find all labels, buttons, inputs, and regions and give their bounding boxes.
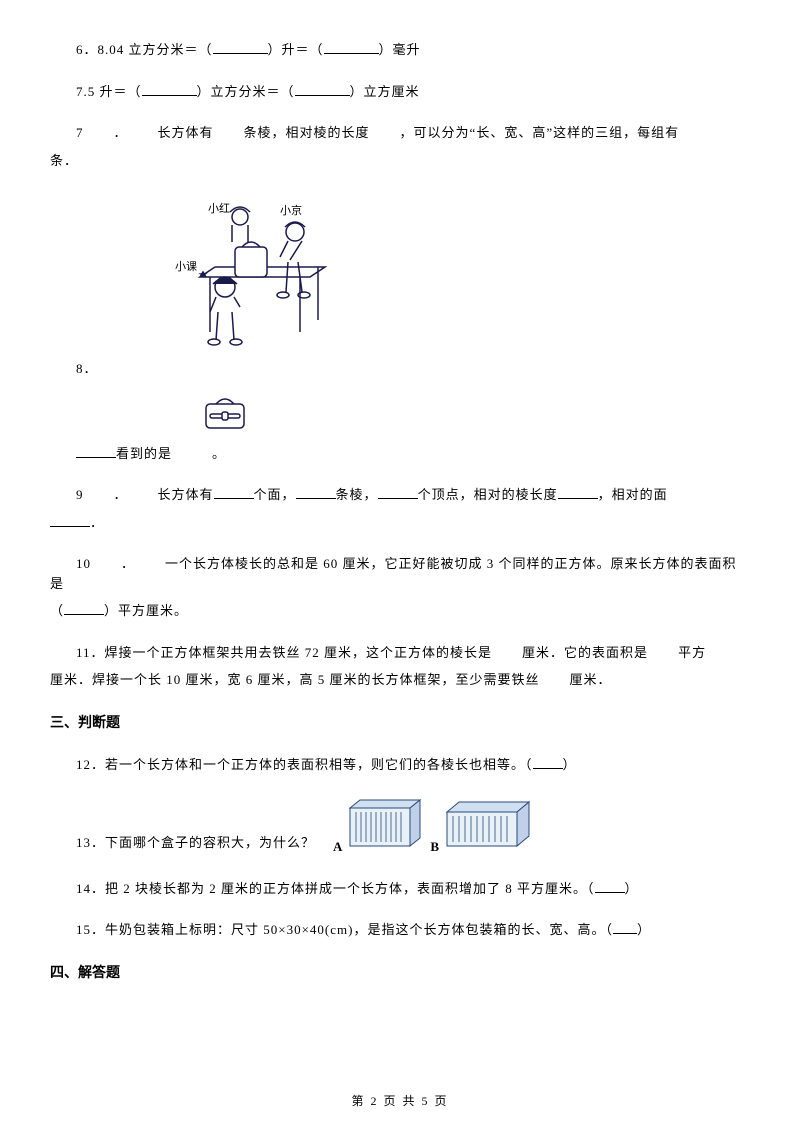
q8-see: 看到的是 xyxy=(116,446,172,461)
q9-blank2[interactable] xyxy=(296,486,336,499)
q14-blank[interactable] xyxy=(595,880,625,893)
briefcase-icon xyxy=(200,392,250,432)
q6-l2a: 7.5 升＝（ xyxy=(76,84,142,99)
q10-l2b: ）平方厘米。 xyxy=(104,603,188,618)
q13-text: ．下面哪个盒子的容积大，为什么？ xyxy=(91,835,315,850)
q11-b: 厘米．它的表面积是 xyxy=(522,645,648,660)
q7-d: ，可以分为“长、宽、高”这样的三组，每组有 xyxy=(400,125,680,140)
q9-e: 个顶点，相对的棱长度 xyxy=(418,487,558,502)
crayon-box-a xyxy=(346,796,426,857)
q6-t3: ）毫升 xyxy=(379,42,421,57)
q6-blank3[interactable] xyxy=(142,83,197,96)
q10-line1: 10 ．一个长方体棱长的总和是 60 厘米，它正好能被切成 3 个同样的正方体。原… xyxy=(50,554,750,593)
q8-see-end: 。 xyxy=(212,446,226,461)
q10-num: 10 xyxy=(76,556,91,571)
q12-blank[interactable] xyxy=(533,756,563,769)
q15-end: ） xyxy=(637,922,651,937)
q9-blank4[interactable] xyxy=(558,486,598,499)
q14-text: ．把 2 块棱长都为 2 厘米的正方体拼成一个长方体，表面积增加了 8 平方厘米… xyxy=(91,881,595,896)
q7-num: 7 xyxy=(76,125,84,140)
page-number: 第 2 页 共 5 页 xyxy=(0,1092,800,1110)
q13-labelA: A xyxy=(333,837,342,857)
q15-text: ．牛奶包装箱上标明：尺寸 50×30×40(cm)，是指这个长方体包装箱的长、宽… xyxy=(91,922,613,937)
q10-a: ． xyxy=(121,556,135,571)
q13-labelB: B xyxy=(430,837,439,857)
q9-b: 长方体有 xyxy=(158,487,214,502)
q11-num: 11 xyxy=(76,645,91,660)
q12-num: 12 xyxy=(76,757,91,772)
q9-blank3[interactable] xyxy=(378,486,418,499)
q7-l2: 条． xyxy=(50,153,78,168)
q11-a: ．焊接一个正方体框架共用去铁丝 72 厘米，这个正方体的棱长是 xyxy=(91,645,493,660)
q11-line1: 11．焊接一个正方体框架共用去铁丝 72 厘米，这个正方体的棱长是 厘米．它的表面… xyxy=(50,643,750,663)
q9-f: ，相对的面 xyxy=(598,487,668,502)
q8-see-line: 看到的是 。 xyxy=(50,444,750,464)
q8-dot: ． xyxy=(84,361,98,376)
q12-text: ．若一个长方体和一个正方体的表面积相等，则它们的各棱长也相等。（ xyxy=(91,757,533,772)
q8-illustration: 小红 小京 小课 xyxy=(170,192,750,353)
q14-num: 14 xyxy=(76,881,91,896)
label-xiaojing: 小京 xyxy=(280,203,302,217)
q6-blank2[interactable] xyxy=(324,41,379,54)
q6-line1: 6．8.04 立方分米＝（ ）升＝（ ）毫升 xyxy=(50,40,750,60)
q6-blank1[interactable] xyxy=(213,41,268,54)
q14-end: ） xyxy=(625,881,639,896)
label-xiaoke: 小课 xyxy=(175,260,197,273)
q9-num: 9 xyxy=(76,487,84,502)
q7-c: 条棱，相对棱的长度 xyxy=(244,125,370,140)
q11-line2: 厘米．焊接一个长 10 厘米，宽 6 厘米，高 5 厘米的长方体框架，至少需要铁… xyxy=(50,670,750,690)
q13-row: 13．下面哪个盒子的容积大，为什么？ A B xyxy=(50,796,750,857)
q10-b: 一个长方体棱长的总和是 60 厘米，它正好能被切成 3 个同样的正方体。原来长方… xyxy=(50,556,737,591)
q10-l2a: （ xyxy=(50,603,64,618)
q6-line2: 7.5 升＝（ ）立方分米＝（ ）立方厘米 xyxy=(50,82,750,102)
q8-num-line: 8． xyxy=(50,359,750,379)
q6-l2b: ）立方分米＝（ xyxy=(197,84,295,99)
section3-heading: 三、判断题 xyxy=(50,712,750,733)
q6-blank4[interactable] xyxy=(295,83,350,96)
q7-b: 长方体有 xyxy=(158,125,214,140)
q10-blank1[interactable] xyxy=(64,602,104,615)
q13-num: 13 xyxy=(76,835,91,850)
q10-line2: （ ）平方厘米。 xyxy=(50,601,750,621)
q13-textblock: 13．下面哪个盒子的容积大，为什么？ xyxy=(50,833,315,857)
q6-num: 6 xyxy=(76,42,84,57)
q7-line2: 条． xyxy=(50,151,750,171)
q8-briefcase xyxy=(200,392,750,438)
q9-l2e: ． xyxy=(90,515,104,530)
q6-t2: ）升＝（ xyxy=(268,42,324,57)
q14: 14．把 2 块棱长都为 2 厘米的正方体拼成一个长方体，表面积增加了 8 平方… xyxy=(50,879,750,899)
section4-heading: 四、解答题 xyxy=(50,962,750,983)
q7-a: ． xyxy=(114,125,128,140)
q9-blank5[interactable] xyxy=(50,514,90,527)
q7-line1: 7 ． 长方体有 条棱，相对棱的长度 ，可以分为“长、宽、高”这样的三组，每组有 xyxy=(50,123,750,143)
q11-l2e: 厘米． xyxy=(570,672,612,687)
q12: 12．若一个长方体和一个正方体的表面积相等，则它们的各棱长也相等。（ ） xyxy=(50,755,750,775)
q15: 15．牛奶包装箱上标明：尺寸 50×30×40(cm)，是指这个长方体包装箱的长… xyxy=(50,920,750,940)
q9-blank1[interactable] xyxy=(214,486,254,499)
q9-a: ． xyxy=(114,487,128,502)
q9-line1: 9 ． 长方体有 个面， 条棱， 个顶点，相对的棱长度 ，相对的面 xyxy=(50,485,750,505)
q12-end: ） xyxy=(563,757,577,772)
q15-num: 15 xyxy=(76,922,91,937)
crayon-box-b xyxy=(443,796,533,857)
q9-d: 条棱， xyxy=(336,487,378,502)
q6-t1: ．8.04 立方分米＝（ xyxy=(84,42,213,57)
q15-blank[interactable] xyxy=(613,921,637,934)
q6-l2c: ）立方厘米 xyxy=(350,84,420,99)
q9-c: 个面， xyxy=(254,487,296,502)
q9-line2: ． xyxy=(50,513,750,533)
q8-blank1[interactable] xyxy=(76,445,116,458)
q11-l2: 厘米．焊接一个长 10 厘米，宽 6 厘米，高 5 厘米的长方体框架，至少需要铁… xyxy=(50,672,540,687)
kids-desk-illustration: 小红 小京 小课 xyxy=(170,192,340,347)
q11-c: 平方 xyxy=(678,645,706,660)
label-xiaohong: 小红 xyxy=(208,202,230,215)
q8-num: 8 xyxy=(76,361,84,376)
